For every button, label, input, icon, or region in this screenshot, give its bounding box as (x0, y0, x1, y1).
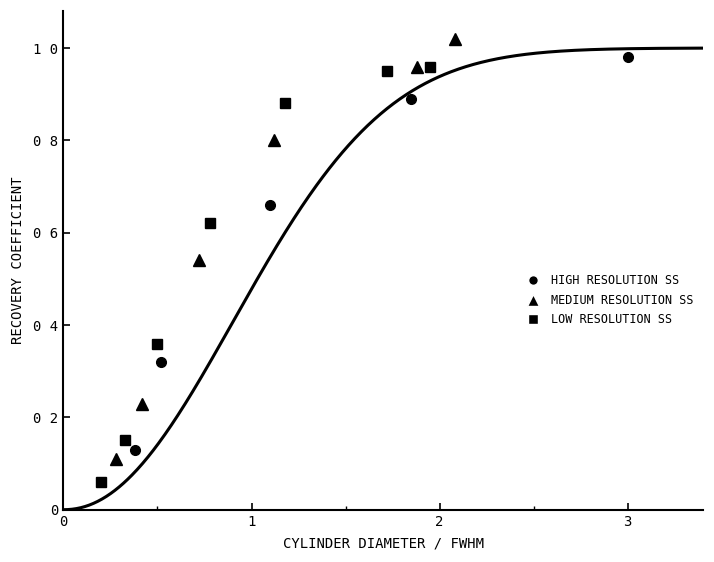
HIGH RESOLUTION SS (131, 446, 139, 453)
MEDIUM RESOLUTION SS (270, 137, 278, 144)
MEDIUM RESOLUTION SS (194, 257, 203, 264)
LOW RESOLUTION SS (206, 220, 214, 227)
HIGH RESOLUTION SS (157, 359, 166, 365)
HIGH RESOLUTION SS (266, 202, 275, 209)
LOW RESOLUTION SS (121, 437, 130, 444)
Legend: HIGH RESOLUTION SS, MEDIUM RESOLUTION SS, LOW RESOLUTION SS: HIGH RESOLUTION SS, MEDIUM RESOLUTION SS… (518, 271, 697, 330)
LOW RESOLUTION SS (426, 63, 434, 70)
LOW RESOLUTION SS (154, 340, 162, 347)
Line: MEDIUM RESOLUTION SS: MEDIUM RESOLUTION SS (111, 33, 461, 464)
LOW RESOLUTION SS (97, 479, 106, 486)
Y-axis label: RECOVERY COEFFICIENT: RECOVERY COEFFICIENT (11, 176, 25, 344)
LOW RESOLUTION SS (281, 100, 290, 107)
MEDIUM RESOLUTION SS (451, 35, 459, 42)
HIGH RESOLUTION SS (623, 54, 632, 61)
MEDIUM RESOLUTION SS (112, 456, 121, 463)
Line: HIGH RESOLUTION SS: HIGH RESOLUTION SS (130, 52, 633, 455)
LOW RESOLUTION SS (383, 68, 391, 75)
MEDIUM RESOLUTION SS (138, 400, 146, 407)
Line: LOW RESOLUTION SS: LOW RESOLUTION SS (96, 62, 435, 487)
HIGH RESOLUTION SS (407, 96, 416, 102)
X-axis label: CYLINDER DIAMETER / FWHM: CYLINDER DIAMETER / FWHM (283, 537, 483, 551)
MEDIUM RESOLUTION SS (413, 63, 421, 70)
